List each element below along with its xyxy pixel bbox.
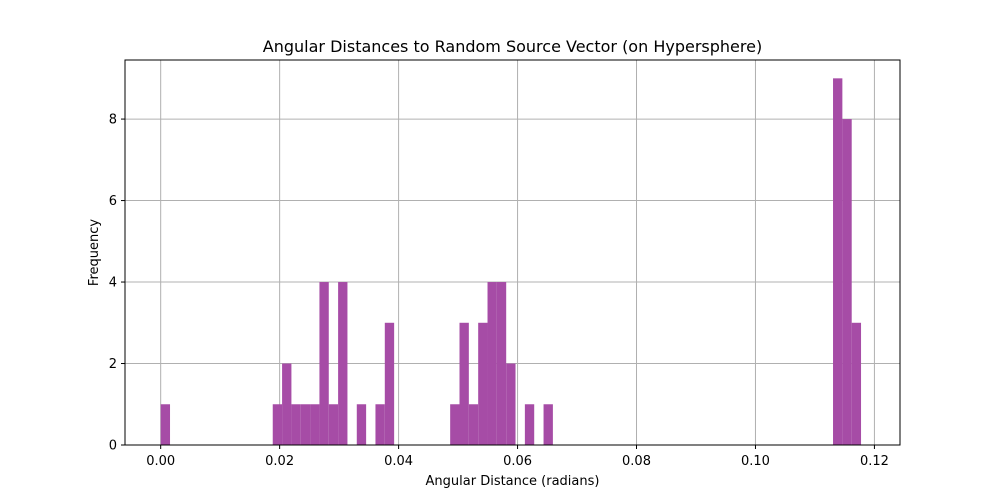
plot-frame bbox=[124, 59, 901, 446]
histogram-bar bbox=[282, 363, 292, 445]
histogram-bar bbox=[506, 363, 516, 445]
x-tick-label: 0.10 bbox=[741, 454, 770, 469]
histogram-bar bbox=[375, 404, 385, 445]
histogram-bar bbox=[160, 404, 171, 445]
histogram-bar bbox=[384, 322, 395, 445]
y-tick-label: 0 bbox=[109, 439, 117, 454]
y-tick-label: 2 bbox=[109, 357, 117, 372]
chart-title: Angular Distances to Random Source Vecto… bbox=[263, 37, 762, 56]
histogram-bar bbox=[468, 404, 479, 445]
histogram-bar bbox=[487, 282, 497, 445]
histogram-bar bbox=[496, 282, 507, 445]
histogram-bar bbox=[338, 282, 348, 445]
histogram-bar bbox=[842, 119, 852, 446]
histogram-bar bbox=[272, 404, 283, 445]
x-tick-label: 0.04 bbox=[384, 454, 413, 469]
histogram-bar bbox=[543, 404, 553, 445]
histogram-bar bbox=[328, 404, 339, 445]
y-axis-label: Frequency bbox=[87, 219, 102, 286]
y-tick-label: 8 bbox=[109, 113, 117, 128]
x-tick-label: 0.00 bbox=[146, 454, 175, 469]
histogram-bar bbox=[319, 282, 329, 445]
histogram-bar bbox=[291, 404, 301, 445]
histogram-bar bbox=[459, 322, 469, 445]
histogram-bar bbox=[356, 404, 367, 445]
histogram-bar bbox=[300, 404, 311, 445]
histogram-bar bbox=[450, 404, 460, 445]
y-tick-label: 6 bbox=[109, 194, 117, 209]
x-tick-label: 0.08 bbox=[622, 454, 651, 469]
x-tick-label: 0.02 bbox=[265, 454, 294, 469]
histogram-bar bbox=[524, 404, 535, 445]
histogram-bar bbox=[310, 404, 320, 445]
y-tick-label: 4 bbox=[109, 276, 117, 291]
axis-ticks: 0.00 0.02 0.04 0.06 0.08 0.10 0.12 0 2 4 6 8 bbox=[109, 113, 889, 469]
x-tick-label: 0.06 bbox=[503, 454, 532, 469]
x-tick-label: 0.12 bbox=[860, 454, 889, 469]
histogram-bar bbox=[833, 78, 843, 445]
histogram-bar bbox=[478, 322, 488, 445]
histogram-bars bbox=[160, 78, 862, 446]
histogram-bar bbox=[851, 322, 862, 445]
x-axis-label: Angular Distance (radians) bbox=[426, 474, 600, 489]
